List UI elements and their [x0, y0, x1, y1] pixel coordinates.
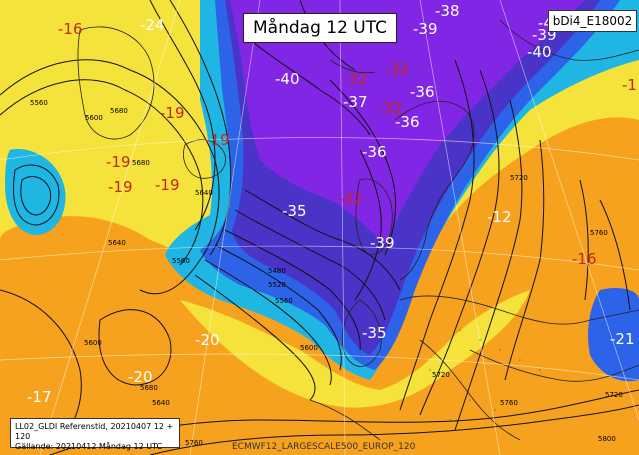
contour-label: 5560 — [275, 297, 293, 305]
temp-label: -35 — [282, 202, 307, 220]
contour-label: 5600 — [300, 344, 318, 352]
contour-label: 5760 — [185, 439, 203, 447]
temp-label: -36 — [410, 83, 435, 101]
contour-label: 5600 — [85, 114, 103, 122]
coastlines — [77, 19, 639, 441]
footer-label: ECMWF12_LARGESCALE500_EUROP_120 — [232, 442, 416, 452]
contour-label: 5760 — [500, 399, 518, 407]
temp-label: -17 — [27, 388, 52, 406]
contour-label: 5680 — [132, 159, 150, 167]
temp-label: -19 — [155, 176, 180, 194]
contour-label: 5640 — [152, 399, 170, 407]
temp-label: -16 — [572, 250, 597, 268]
temp-label: -24 — [140, 16, 165, 34]
yellow-band-south — [180, 290, 530, 408]
temp-label: -20 — [195, 331, 220, 349]
contour-label: 5720 — [510, 174, 528, 182]
temp-label: -19 — [108, 178, 133, 196]
purple-core — [230, 0, 585, 245]
temp-label: -40 — [527, 43, 552, 61]
contour-label: 5520 — [268, 281, 286, 289]
temp-label: -39 — [370, 234, 395, 252]
contour-label: 5640 — [108, 239, 126, 247]
temp-label: -32 — [385, 60, 410, 78]
contour-label: 5760 — [590, 229, 608, 237]
contour-label: 5720 — [432, 371, 450, 379]
blue-lobe-east — [588, 288, 639, 382]
temp-label: -1 — [622, 76, 637, 94]
contour-label: 5560 — [30, 99, 48, 107]
map-title: Måndag 12 UTC — [243, 13, 397, 43]
contour-label: 5480 — [268, 267, 286, 275]
temp-label: -35 — [362, 324, 387, 342]
temp-label: -16 — [58, 20, 83, 38]
temp-label: -19 — [106, 153, 131, 171]
contour-label: 5600 — [84, 339, 102, 347]
temp-label: -36 — [395, 113, 420, 131]
temp-label: -32 — [378, 99, 403, 117]
temp-label: -38 — [435, 2, 460, 20]
temp-label: -32 — [338, 190, 363, 208]
temp-label: -20 — [128, 368, 153, 386]
temp-label: -39 — [413, 20, 438, 38]
temp-label: -40 — [275, 70, 300, 88]
contour-label: 5680 — [140, 384, 158, 392]
blue-lobe-west — [5, 149, 66, 235]
temp-label: -21 — [610, 330, 635, 348]
contour-label: 5680 — [110, 107, 128, 115]
temp-label: -19 — [205, 131, 230, 149]
product-id-label: bDi4_E18002 — [548, 10, 637, 32]
contour-label: 5640 — [195, 189, 213, 197]
info-box: LL02_GLDI Referenstid, 20210407 12 + 120… — [10, 418, 180, 451]
land-dots — [429, 329, 541, 421]
reference-time-text: LL02_GLDI Referenstid, 20210407 12 + 120 — [15, 422, 174, 441]
temp-label: -12 — [487, 208, 512, 226]
contour-label: 5720 — [605, 391, 623, 399]
contour-label: 5800 — [598, 435, 616, 443]
valid-time-text: Gällande: 20210412 Måndag 12 UTC — [15, 442, 163, 451]
temp-label: -32 — [343, 70, 368, 88]
temp-label: -37 — [343, 93, 368, 111]
temp-label: -19 — [160, 104, 185, 122]
contour-label: 5560 — [172, 257, 190, 265]
temp-label: -36 — [362, 143, 387, 161]
